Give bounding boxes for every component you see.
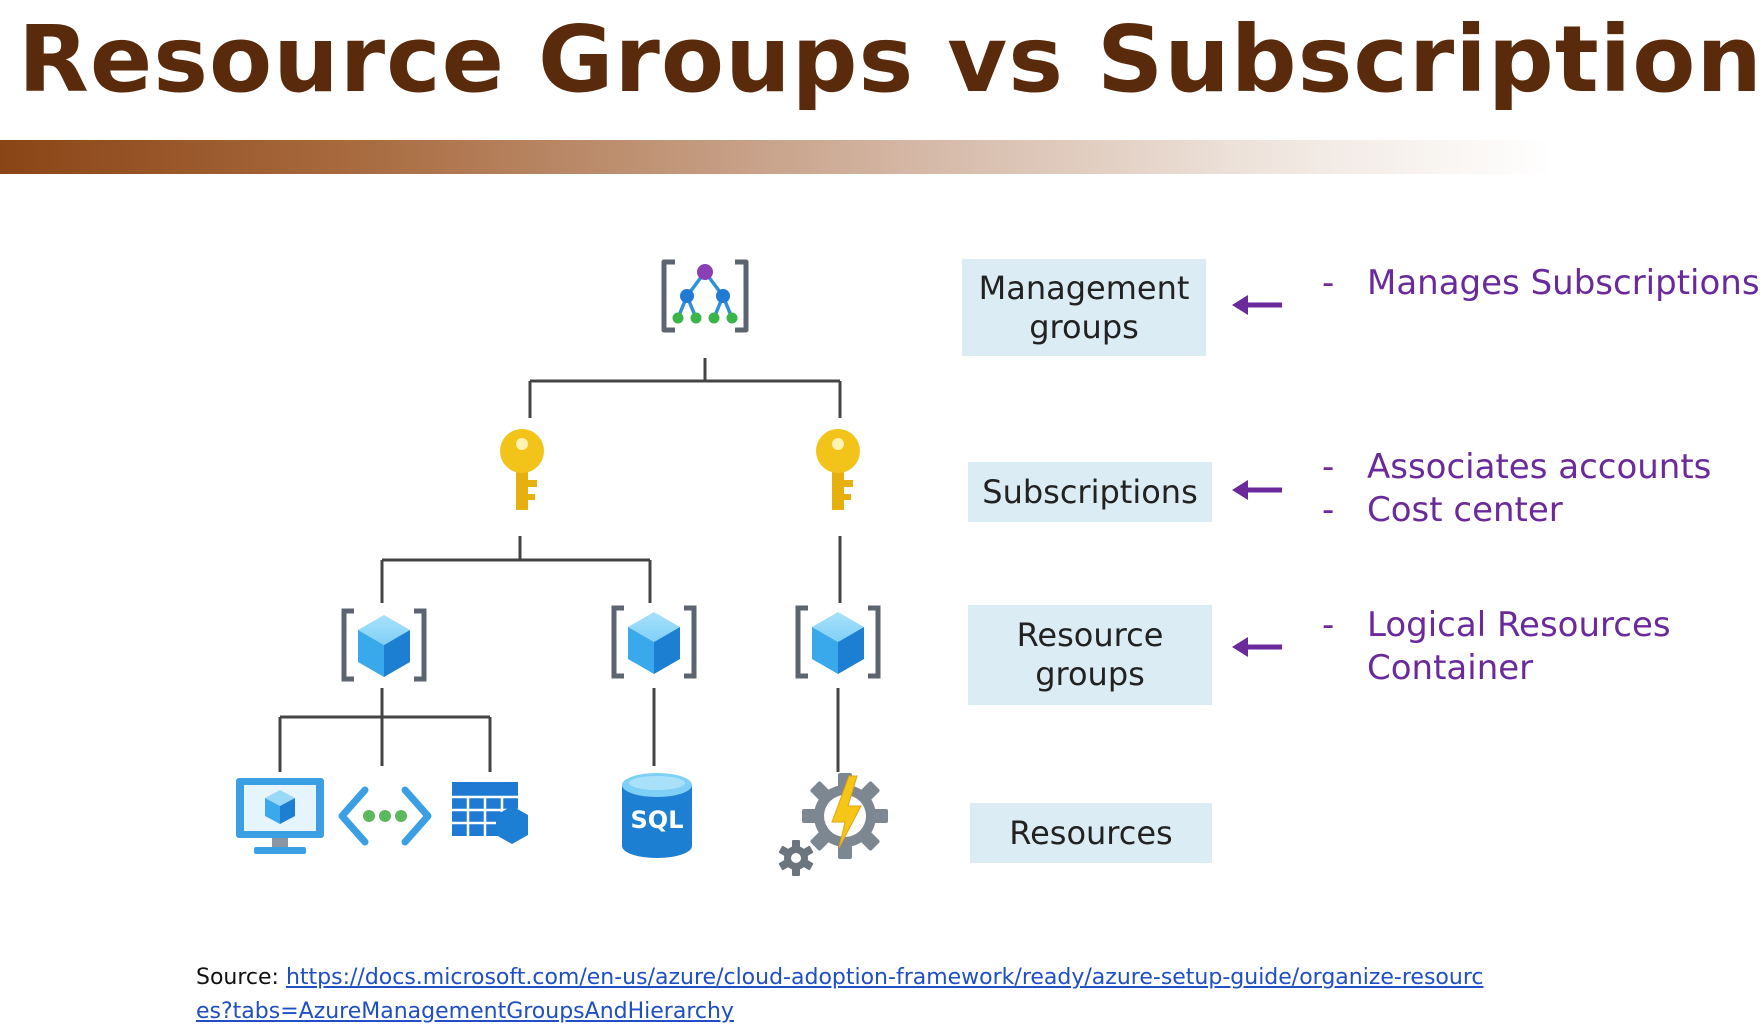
resource-group-icon-1 xyxy=(341,608,427,682)
sql-label: SQL xyxy=(631,806,684,834)
source-citation: Source: https://docs.microsoft.com/en-us… xyxy=(196,961,1496,1029)
virtual-machine-icon xyxy=(236,778,324,854)
note-dash: - xyxy=(1322,490,1335,530)
table-storage-icon xyxy=(452,782,528,844)
subscription-key-icon-2 xyxy=(816,429,860,510)
function-app-icon xyxy=(778,773,888,876)
note-text: Manages Subscriptions xyxy=(1367,263,1760,303)
note-dash: - xyxy=(1322,447,1335,487)
management-group-icon xyxy=(661,259,749,333)
label-line: Subscriptions xyxy=(982,472,1198,511)
note-text: Cost center xyxy=(1367,490,1563,530)
label-subscriptions: Subscriptions xyxy=(968,462,1212,522)
label-line: groups xyxy=(1035,655,1145,693)
label-resource-groups: Resource groups xyxy=(968,605,1212,705)
resource-group-icon-3 xyxy=(795,605,881,679)
connector-lines xyxy=(278,358,842,772)
subscription-key-icon-1 xyxy=(500,429,544,510)
label-line: Resource xyxy=(1016,616,1164,654)
note-text: Container xyxy=(1367,648,1534,688)
label-line: groups xyxy=(1029,307,1139,346)
note-text: Logical Resources xyxy=(1367,605,1671,645)
connector-sub1-to-rgs xyxy=(380,536,652,603)
label-management-groups: Management groups xyxy=(962,259,1206,356)
note-dash: - xyxy=(1322,605,1335,645)
arrow-left-icon xyxy=(1232,295,1282,315)
connector-mg-to-subs xyxy=(528,358,842,418)
note-dash: - xyxy=(1322,263,1335,303)
title-underline-bar xyxy=(0,140,1763,174)
source-prefix: Source: xyxy=(196,965,286,990)
arrow-left-icon xyxy=(1232,637,1282,657)
api-icon xyxy=(338,786,432,846)
note-text: Associates accounts xyxy=(1367,447,1712,487)
sql-database-icon: SQL xyxy=(622,773,692,858)
label-line: Resources xyxy=(1009,813,1173,852)
resource-group-icon-2 xyxy=(611,605,697,679)
connector-rg1-to-resources xyxy=(278,688,492,772)
source-link[interactable]: https://docs.microsoft.com/en-us/azure/c… xyxy=(196,965,1484,1024)
label-line: Management xyxy=(978,268,1190,307)
arrow-left-icon xyxy=(1232,480,1282,500)
label-resources: Resources xyxy=(970,803,1212,863)
slide-title: Resource Groups vs Subscriptions xyxy=(18,6,1763,113)
